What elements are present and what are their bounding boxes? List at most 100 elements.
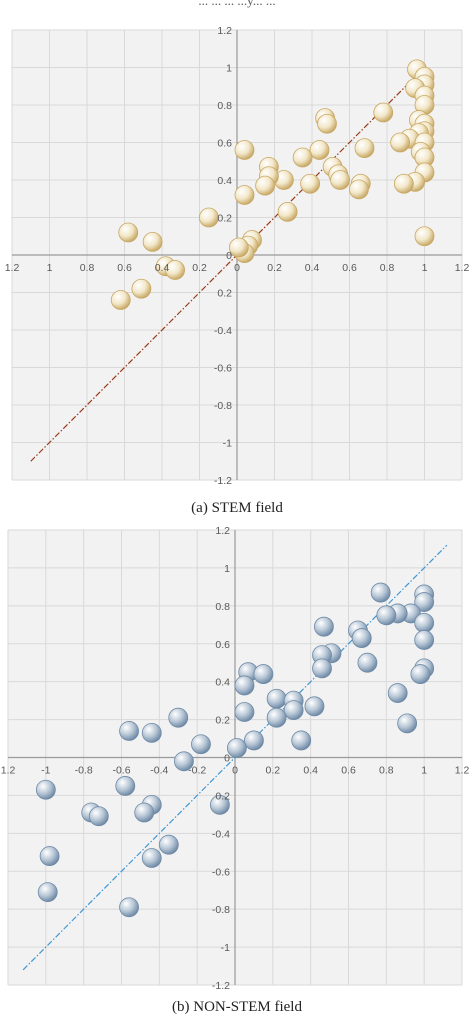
x-tick-label: 0.4 bbox=[303, 765, 318, 777]
x-tick-label: -1 bbox=[41, 765, 50, 777]
y-tick-label: -1.2 bbox=[214, 475, 232, 487]
y-tick-label: -0.4 bbox=[212, 828, 230, 840]
y-tick-label: -1 bbox=[221, 942, 230, 954]
x-tick-label: 0.2 bbox=[266, 765, 281, 777]
x-tick-label: 0 bbox=[232, 765, 238, 777]
y-tick-label: 0.8 bbox=[217, 100, 232, 112]
y-tick-label: 0.2 bbox=[215, 715, 230, 727]
data-point bbox=[168, 707, 189, 728]
data-point bbox=[158, 834, 179, 855]
y-tick-label: -0.8 bbox=[212, 904, 230, 916]
data-point bbox=[165, 260, 186, 280]
stem-scatter-chart: 1.2 1 0.8 0.6 0.4 0.2 0 0.2 0.4 0.6 0.8 1 1.2 1.2 1 0.8… bbox=[0, 0, 474, 500]
data-point bbox=[414, 630, 435, 650]
y-tick-label: 0.4 bbox=[217, 175, 232, 187]
data-point bbox=[277, 201, 298, 222]
data-point bbox=[266, 688, 287, 709]
data-point bbox=[142, 231, 163, 252]
data-point bbox=[228, 237, 249, 258]
y-tick-label: -0.8 bbox=[214, 400, 232, 412]
data-point bbox=[414, 226, 435, 247]
y-tick-label: 1.2 bbox=[217, 25, 232, 37]
data-point bbox=[255, 175, 276, 196]
x-tick-label: 1.2 bbox=[455, 262, 470, 274]
data-point bbox=[234, 185, 255, 205]
y-tick-label: 0.2 bbox=[217, 288, 232, 300]
x-tick-label: 0.6 bbox=[341, 765, 356, 777]
data-point bbox=[317, 113, 337, 134]
y-tick-label: -0.4 bbox=[214, 325, 232, 337]
x-tick-label: 0.8 bbox=[379, 765, 394, 777]
data-point bbox=[234, 675, 255, 696]
data-point bbox=[39, 846, 60, 866]
data-point bbox=[357, 652, 378, 673]
y-tick-label: 1 bbox=[224, 563, 230, 575]
data-point bbox=[387, 683, 408, 703]
data-point bbox=[376, 605, 397, 626]
x-tick-label: 0 bbox=[234, 262, 240, 274]
data-point bbox=[390, 132, 411, 153]
data-point bbox=[141, 722, 162, 743]
data-point bbox=[110, 290, 131, 310]
data-point bbox=[118, 222, 139, 243]
data-point bbox=[234, 702, 255, 722]
data-point bbox=[354, 138, 375, 159]
x-tick-label: 1.2 bbox=[1, 765, 16, 777]
data-point bbox=[330, 170, 351, 190]
x-tick-label: 0.6 bbox=[117, 262, 132, 274]
data-point bbox=[414, 612, 435, 633]
y-tick-label: 0.8 bbox=[215, 601, 230, 613]
y-tick-label: -0.6 bbox=[212, 866, 230, 878]
data-point bbox=[266, 707, 287, 728]
data-point bbox=[88, 806, 109, 827]
x-tick-label: 1 bbox=[421, 765, 427, 777]
data-point bbox=[244, 730, 264, 751]
x-tick-label: -0.8 bbox=[75, 765, 93, 777]
x-tick-label: 1 bbox=[422, 262, 428, 274]
x-tick-label: 1.2 bbox=[455, 765, 470, 777]
data-point bbox=[119, 721, 139, 741]
data-point bbox=[37, 882, 58, 903]
data-point bbox=[141, 848, 162, 868]
stem-scatter-svg: 1.2 1 0.8 0.6 0.4 0.2 0 0.2 0.4 0.6 0.8 1 1.2 1.2 1 0.8… bbox=[5, 25, 470, 487]
x-tick-label: 0.2 bbox=[192, 262, 207, 274]
x-tick-label: 0.4 bbox=[305, 262, 320, 274]
data-point bbox=[115, 776, 136, 796]
y-tick-label: -0.6 bbox=[214, 363, 232, 375]
data-point bbox=[410, 664, 431, 684]
x-tick-label: 0.8 bbox=[380, 262, 395, 274]
header-fragment: ... ... ... ...y... ... bbox=[198, 0, 276, 8]
data-point bbox=[131, 278, 152, 299]
data-point bbox=[234, 140, 255, 160]
data-point bbox=[312, 658, 332, 679]
y-tick-label: 1.2 bbox=[215, 525, 230, 537]
y-tick-label: -1 bbox=[223, 438, 232, 450]
data-point bbox=[309, 140, 330, 160]
y-tick-label: 1 bbox=[226, 63, 232, 75]
data-point bbox=[370, 582, 391, 603]
data-point bbox=[191, 734, 211, 755]
data-point bbox=[304, 696, 325, 717]
x-tick-label: 0.8 bbox=[80, 262, 95, 274]
x-tick-label: 0.4 bbox=[155, 262, 170, 274]
x-tick-label: -0.6 bbox=[112, 765, 130, 777]
data-point bbox=[397, 713, 418, 734]
data-point bbox=[314, 616, 334, 637]
data-point bbox=[226, 738, 247, 758]
x-tick-label: -0.4 bbox=[150, 765, 168, 777]
data-point bbox=[300, 173, 321, 194]
nonstem-scatter-chart: 1.2 -1 -0.8 -0.6 -0.4 -0.2 0 0.2 0.4 0.6 0.8 1 1.2 1.… bbox=[0, 510, 474, 1013]
y-tick-label: 0.6 bbox=[215, 639, 230, 651]
x-tick-label: 0.6 bbox=[342, 262, 357, 274]
x-tick-label: 1 bbox=[47, 262, 53, 274]
stem-caption: (a) STEM field bbox=[191, 500, 283, 516]
data-point bbox=[292, 147, 313, 168]
y-tick-label: -1.2 bbox=[212, 980, 230, 992]
data-point bbox=[253, 664, 274, 684]
data-point bbox=[291, 730, 312, 751]
nonstem-caption: (b) NON-STEM field bbox=[172, 999, 302, 1015]
y-tick-label: 0 bbox=[224, 753, 230, 765]
x-tick-label: 1.2 bbox=[5, 262, 20, 274]
data-point bbox=[209, 794, 230, 815]
y-tick-label: 0.6 bbox=[217, 138, 232, 150]
